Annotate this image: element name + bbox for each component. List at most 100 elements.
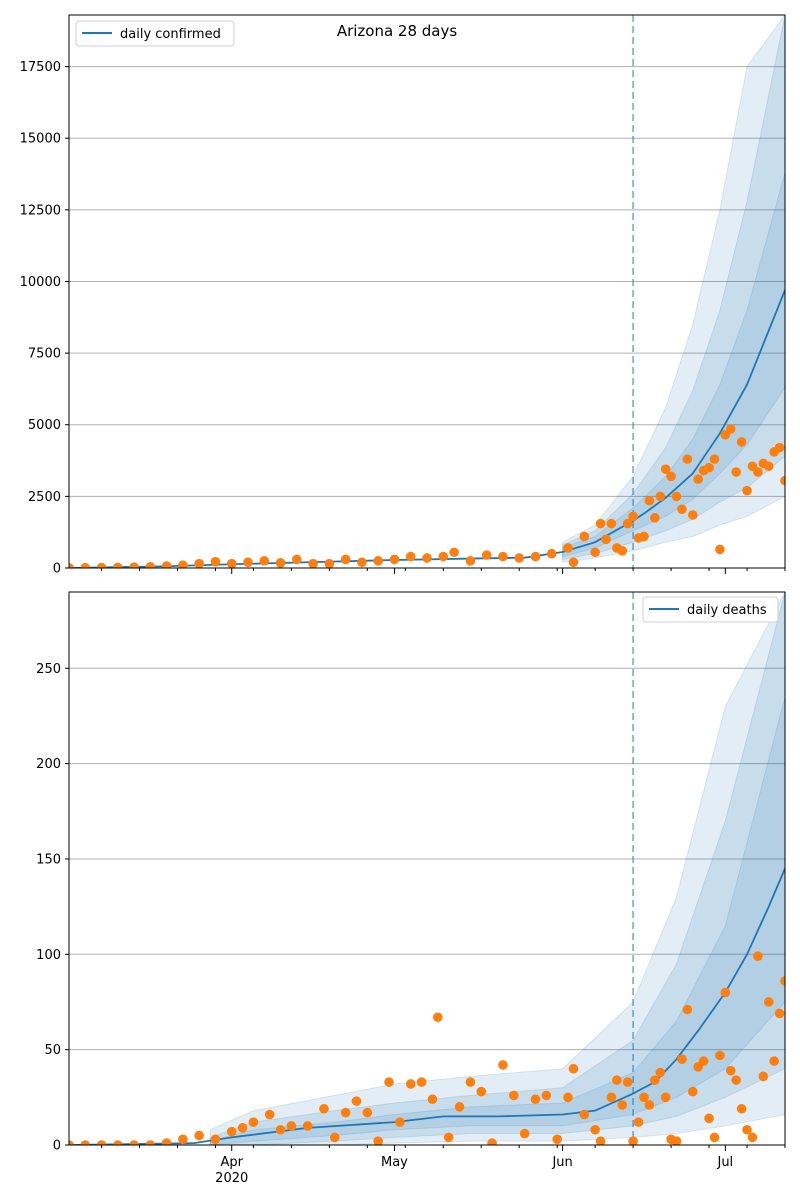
observed-point <box>715 544 725 555</box>
observed-point <box>731 1075 741 1085</box>
observed-point <box>660 1092 671 1103</box>
observed-point <box>292 554 302 565</box>
observed-point <box>80 1140 91 1145</box>
observed-point <box>129 1140 139 1145</box>
observed-point <box>736 437 747 447</box>
observed-point <box>498 551 508 562</box>
y-tick-label: 12500 <box>20 203 61 218</box>
observed-point <box>210 1134 221 1145</box>
observed-point <box>677 1054 687 1064</box>
fit-line <box>69 289 785 568</box>
legend-deaths-label: daily deaths <box>687 603 767 618</box>
observed-point <box>568 1063 579 1074</box>
y-tick-label: 15000 <box>20 132 61 147</box>
observed-point <box>601 534 611 545</box>
observed-point <box>780 475 785 486</box>
observed-point <box>639 531 649 542</box>
y-tick-label: 5000 <box>28 418 61 433</box>
observed-point <box>622 1077 633 1087</box>
observed-point <box>476 1086 487 1097</box>
observed-point <box>210 556 221 567</box>
observed-point <box>69 1140 74 1145</box>
observed-point <box>671 1136 682 1145</box>
observed-point <box>612 1075 622 1085</box>
observed-point <box>178 560 188 568</box>
observed-point <box>519 1128 530 1139</box>
observed-point <box>498 1060 508 1070</box>
observed-point <box>763 461 774 472</box>
observed-point <box>742 1124 752 1135</box>
observed-point <box>69 563 74 568</box>
observed-point <box>763 997 774 1007</box>
observed-point <box>709 1132 720 1143</box>
observed-point <box>530 551 541 562</box>
observed-point <box>340 1107 351 1118</box>
observed-point <box>454 1102 465 1112</box>
uncertainty-band <box>209 696 785 1145</box>
observed-point <box>546 548 557 559</box>
observed-point <box>677 504 687 515</box>
observed-point <box>405 1079 416 1089</box>
y-tick-label: 0 <box>53 1139 61 1154</box>
observed-point <box>416 1077 427 1087</box>
observed-point <box>541 1090 552 1101</box>
observed-point <box>129 562 139 568</box>
x-tick-label: Jun <box>551 1155 572 1170</box>
observed-point <box>161 1138 172 1145</box>
observed-point <box>373 1136 383 1145</box>
observed-point <box>384 1077 394 1087</box>
observed-point <box>617 546 628 556</box>
observed-point <box>742 485 752 496</box>
observed-point <box>644 1100 655 1110</box>
observed-point <box>639 1092 649 1103</box>
observed-point <box>736 1103 747 1114</box>
observed-point <box>655 491 666 502</box>
observed-point <box>96 562 107 568</box>
observed-point <box>693 474 704 484</box>
observed-point <box>753 467 763 477</box>
observed-point <box>666 471 676 482</box>
observed-point <box>194 1130 204 1141</box>
observed-point <box>753 951 763 962</box>
y-tick-label: 200 <box>36 757 61 772</box>
observed-point <box>530 1094 541 1105</box>
observed-point <box>590 547 600 558</box>
x-tick-label: Apr <box>220 1155 243 1170</box>
observed-point <box>725 424 736 434</box>
confirmed-panel: 0 2500 5000 7500 10000 12500 15000 17500 <box>20 14 796 577</box>
observed-point <box>552 1134 562 1145</box>
observed-point <box>682 1004 693 1015</box>
observed-point <box>563 1092 573 1103</box>
observed-point <box>329 1132 340 1143</box>
observed-point <box>579 1109 590 1120</box>
chart-title: Arizona 28 days <box>337 22 458 40</box>
observed-point <box>687 1086 698 1097</box>
observed-point <box>237 1123 248 1133</box>
observed-point <box>720 987 731 998</box>
observed-point <box>617 1100 628 1110</box>
y-tick-label: 2500 <box>28 490 61 505</box>
observed-point <box>704 462 714 473</box>
legend-deaths: daily deaths <box>642 596 779 623</box>
observed-point <box>606 1092 617 1103</box>
observed-point <box>248 1117 259 1127</box>
observed-point <box>340 554 351 565</box>
observed-point <box>487 1138 497 1145</box>
observed-point <box>113 562 123 568</box>
observed-point <box>465 556 476 566</box>
observed-point <box>786 490 796 500</box>
observed-point <box>259 556 270 566</box>
observed-point <box>351 1096 362 1106</box>
observed-point <box>725 1065 736 1076</box>
observed-point <box>595 1136 606 1145</box>
observed-point <box>80 562 91 568</box>
observed-point <box>449 547 459 558</box>
observed-point <box>308 558 318 568</box>
observed-point <box>704 1113 714 1124</box>
observed-point <box>422 553 432 563</box>
uncertainty-band <box>562 172 785 558</box>
observed-point <box>96 1140 107 1145</box>
legend-confirmed: daily confirmed <box>75 20 235 47</box>
axes-frame <box>68 591 786 1146</box>
x-tick-label: May <box>381 1155 408 1170</box>
